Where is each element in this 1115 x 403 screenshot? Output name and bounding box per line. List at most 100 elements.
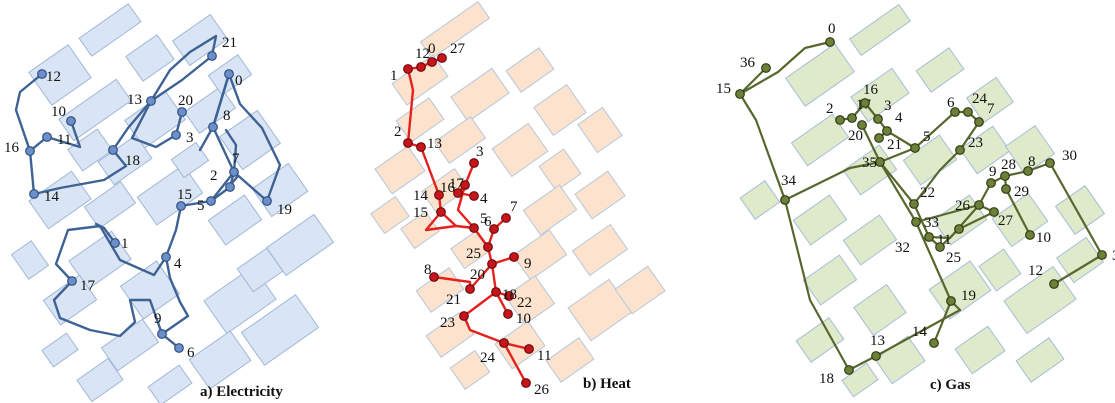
- heat-node-label-1: 1: [390, 68, 398, 84]
- heat-node-17: [460, 180, 470, 190]
- heat-node-22: [504, 291, 514, 301]
- heat-node-label-3: 3: [476, 144, 484, 160]
- gas-building: [965, 76, 1015, 124]
- gas-node-21: [874, 133, 884, 143]
- gas-node-label-14: 14: [912, 324, 928, 340]
- electricity-building: [76, 357, 124, 403]
- electricity-network-segment: [211, 72, 231, 129]
- gas-building: [790, 113, 850, 167]
- heat-node-label-27: 27: [450, 41, 466, 57]
- electricity-building: [207, 194, 263, 246]
- gas-node-label-3: 3: [884, 98, 892, 114]
- electricity-building: [41, 332, 79, 368]
- electricity-building: [188, 330, 252, 390]
- gas-node-label-6: 6: [947, 95, 955, 111]
- gas-building: [848, 3, 912, 57]
- heat-node-2: [403, 138, 413, 148]
- gas-node-35: [875, 157, 885, 167]
- electricity-node-16: [25, 146, 35, 156]
- heat-node-5: [469, 223, 479, 233]
- heat-node-8: [429, 272, 439, 282]
- gas-node-3: [873, 114, 883, 124]
- gas-node-20: [857, 120, 867, 130]
- electricity-node-label-10: 10: [51, 104, 66, 120]
- electricity-network-segment: [209, 174, 240, 203]
- gas-node-label-24: 24: [972, 91, 988, 107]
- electricity-node-label-0: 0: [235, 73, 243, 89]
- gas-building: [842, 144, 898, 196]
- heat-node-label-21: 21: [446, 292, 461, 308]
- electricity-building: [28, 170, 92, 230]
- heat-node-label-24: 24: [480, 350, 496, 366]
- heat-node-16: [453, 188, 463, 198]
- heat-node-0: [427, 57, 437, 67]
- heat-node-label-18: 18: [502, 287, 517, 303]
- heat-node-20: [487, 259, 497, 269]
- electricity-node-7: [229, 167, 239, 177]
- heat-caption: b) Heat: [583, 376, 631, 392]
- heat-building: [533, 83, 587, 137]
- heat-node-label-11: 11: [537, 348, 551, 364]
- gas-node-label-22: 22: [920, 185, 935, 201]
- heat-building: [577, 106, 623, 154]
- gas-node-18: [844, 365, 854, 375]
- gas-node-25: [935, 242, 945, 252]
- heat-node-10: [503, 309, 513, 319]
- heat-building: [419, 1, 491, 59]
- heat-node-label-12: 12: [415, 46, 430, 62]
- electricity-node-5: [206, 196, 216, 206]
- electricity-network-segment: [52, 279, 181, 350]
- electricity-node-12: [37, 69, 47, 79]
- gas-node-19: [946, 296, 956, 306]
- heat-node-6: [489, 224, 499, 234]
- gas-node-label-21: 21: [887, 137, 902, 153]
- electricity-building: [67, 128, 113, 172]
- electricity-node-label-1: 1: [121, 236, 129, 252]
- electricity-network-segment: [227, 72, 282, 203]
- electricity-building: [42, 274, 98, 326]
- electricity-building: [58, 78, 132, 142]
- gas-node-label-35: 35: [862, 155, 877, 171]
- heat-node-label-15: 15: [413, 205, 428, 221]
- gas-node-label-16: 16: [863, 82, 879, 98]
- electricity-node-21: [207, 51, 217, 61]
- electricity-network-segment: [224, 128, 238, 189]
- electricity-node-8: [208, 122, 218, 132]
- gas-node-23: [955, 145, 965, 155]
- heat-building: [450, 67, 510, 123]
- electricity-network-segment: [28, 119, 82, 153]
- electricity-building: [240, 293, 320, 367]
- gas-node-label-0: 0: [828, 21, 836, 37]
- heat-node-label-0: 0: [428, 41, 436, 57]
- electricity-building: [171, 13, 229, 67]
- electricity-node-label-17: 17: [80, 278, 96, 294]
- heat-node-label-6: 6: [484, 214, 492, 230]
- heat-node-25: [483, 242, 493, 252]
- heat-node-11: [524, 344, 534, 354]
- heat-node-21: [465, 284, 475, 294]
- electricity-node-label-18: 18: [125, 153, 140, 169]
- gas-building: [978, 248, 1022, 292]
- gas-node-28: [1000, 171, 1010, 181]
- gas-node-label-28: 28: [1001, 157, 1016, 173]
- heat-node-label-23: 23: [440, 315, 455, 331]
- heat-network-segment: [406, 56, 444, 71]
- heat-node-23: [459, 311, 469, 321]
- electricity-network-segment: [94, 222, 117, 245]
- gas-node-label-26: 26: [955, 198, 971, 214]
- electricity-building: [136, 164, 204, 226]
- heat-building: [370, 195, 410, 235]
- heat-building: [571, 223, 629, 277]
- heat-network-segment: [456, 161, 476, 198]
- heat-building: [522, 184, 578, 236]
- electricity-node-18: [108, 145, 118, 155]
- gas-node-label-30: 30: [1062, 148, 1077, 164]
- gas-node-34: [780, 195, 790, 205]
- heat-building: [494, 320, 546, 370]
- gas-building: [1054, 185, 1106, 235]
- gas-node-32: [924, 232, 934, 242]
- heat-building: [504, 275, 556, 325]
